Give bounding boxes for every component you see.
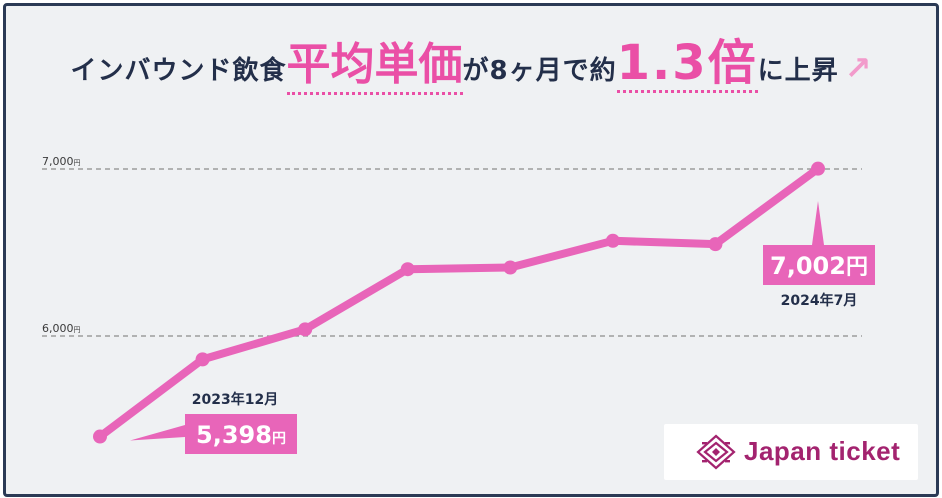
japan-ticket-logo-mark-icon [696, 434, 736, 470]
logo: Japan ticket [664, 424, 918, 480]
title-highlight-average-price: 平均単価 [286, 40, 463, 95]
callout-value-0: 5,398円 [196, 421, 286, 449]
callout-date-0: 2023年12月 [192, 391, 278, 408]
callout-box-7 [763, 201, 875, 285]
callout-number: 7,002 [770, 252, 846, 280]
data-point-7 [811, 161, 825, 176]
up-arrow-icon: ↗ [844, 49, 872, 87]
chart-title: インバウンド飲食平均単価が8ヶ月で約1.3倍に上昇 ↗ [0, 38, 942, 95]
y-tick-unit: 円 [74, 159, 81, 167]
callout-box-0 [130, 414, 297, 454]
y-tick-unit: 円 [74, 326, 81, 334]
title-part-1: インバウンド飲食 [70, 56, 287, 86]
data-point-5 [605, 233, 620, 248]
callout-unit: 円 [846, 255, 868, 280]
callout-unit: 円 [272, 431, 286, 447]
callout-date-7: 2024年7月 [781, 292, 858, 309]
title-highlight-ratio: 1.3倍 [616, 35, 758, 93]
data-point-2 [298, 322, 313, 337]
series-line [96, 164, 822, 441]
data-point-3 [400, 262, 415, 277]
callout-value-7: 7,002円 [770, 252, 868, 280]
logo-text: Japan ticket [744, 436, 901, 466]
y-tick-label-6000: 6,000円 [42, 322, 81, 335]
data-point-1 [195, 352, 210, 367]
y-tick-label-7000: 7,000円 [42, 155, 81, 168]
data-point-6 [708, 237, 723, 252]
data-point-0 [93, 429, 107, 444]
data-point-4 [503, 260, 518, 275]
title-part-3: に上昇 [757, 56, 839, 86]
callout-number: 5,398 [196, 421, 272, 449]
title-part-2: が8ヶ月で約 [462, 56, 617, 86]
